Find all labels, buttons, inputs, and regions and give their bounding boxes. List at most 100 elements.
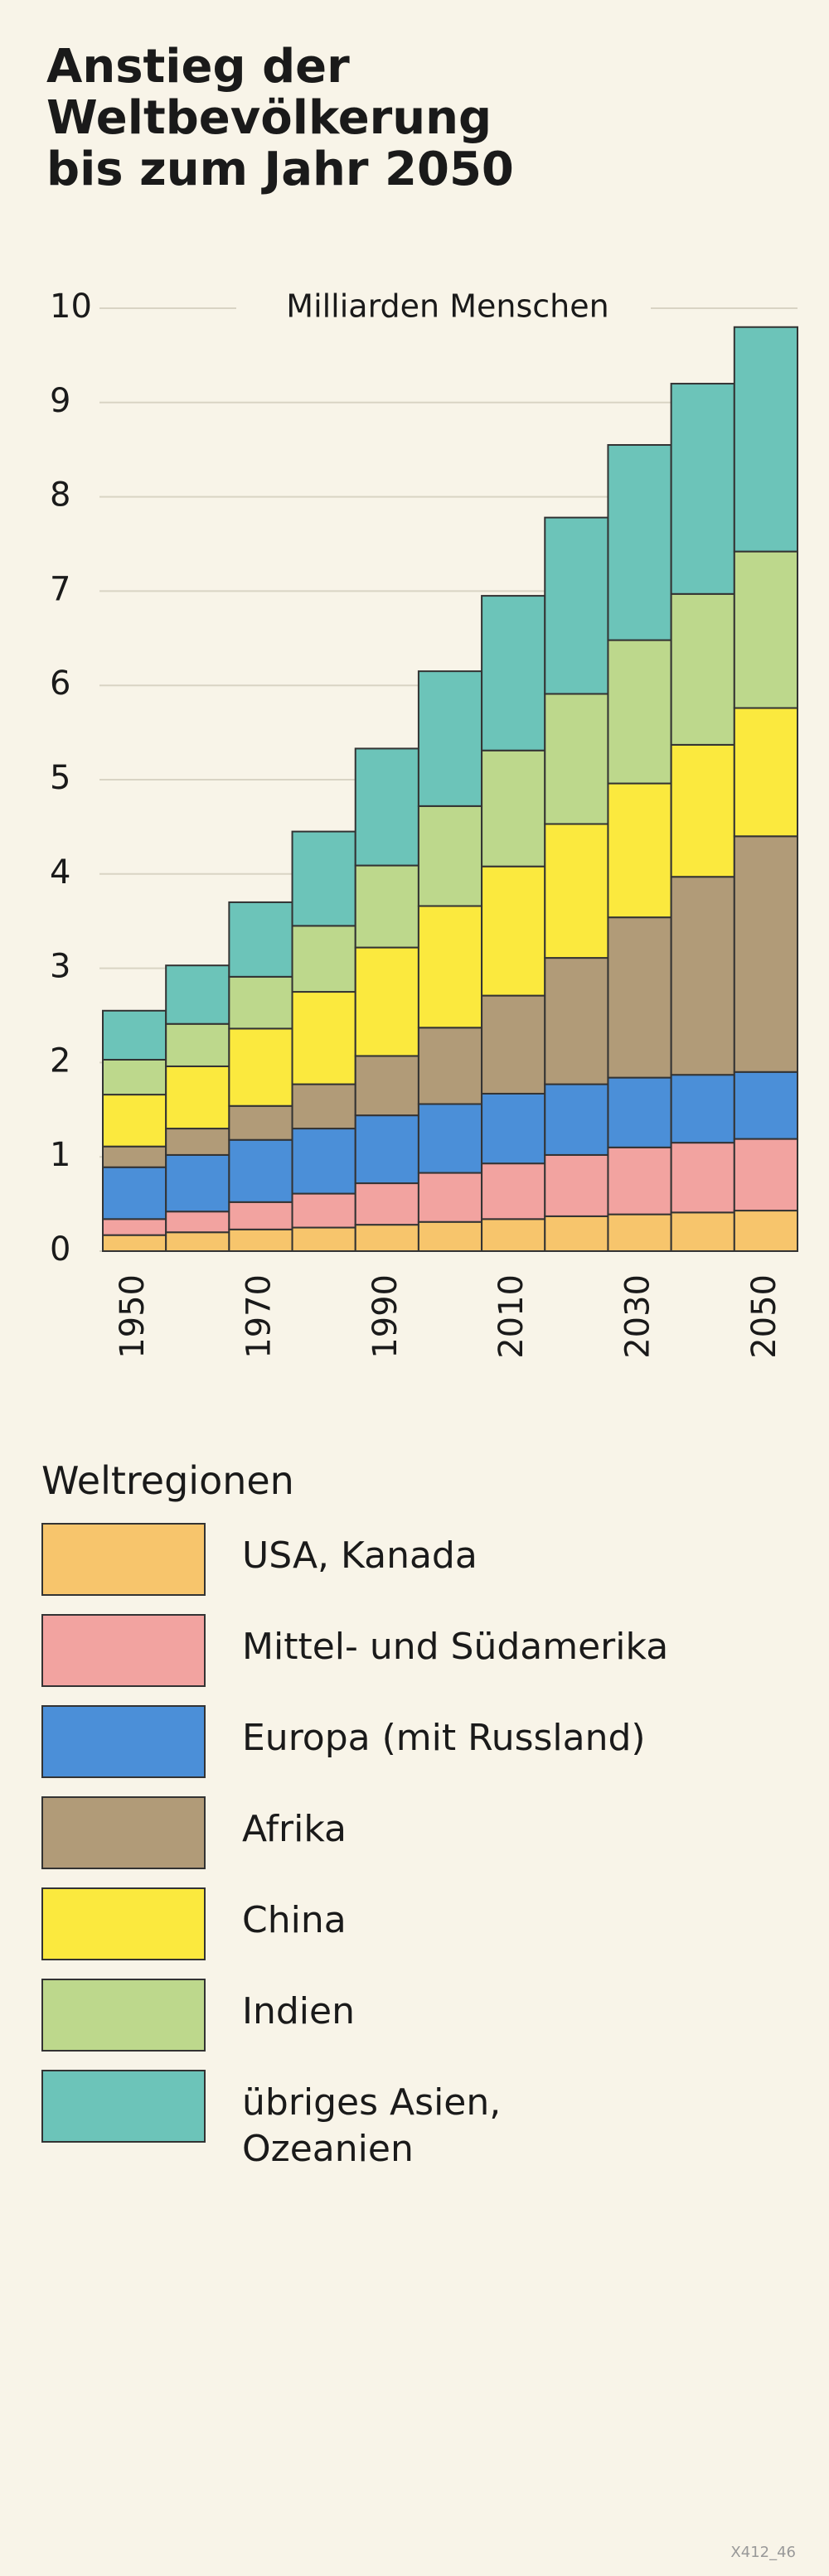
- bar-segment: [733, 835, 798, 1073]
- axis-label-bg: [236, 287, 651, 330]
- bar-segment: [228, 975, 293, 1030]
- bar-segment: [544, 516, 609, 695]
- legend-swatch: [41, 1614, 206, 1687]
- y-tick-label: 7: [50, 570, 70, 608]
- bar-segment: [102, 1218, 167, 1236]
- bar-segment: [165, 964, 230, 1025]
- y-tick-label: 1: [50, 1136, 70, 1174]
- bar-segment: [102, 1094, 167, 1148]
- bar-segment: [291, 1128, 356, 1195]
- y-tick-label: 8: [50, 476, 70, 515]
- legend-item: USA, Kanada: [41, 1523, 804, 1599]
- bar-segment: [607, 1146, 672, 1216]
- x-tick-label: 1970: [240, 1274, 278, 1359]
- bar-segment: [165, 1065, 230, 1130]
- bar-segment: [481, 994, 546, 1095]
- bar-segment: [607, 639, 672, 785]
- bar-segment: [670, 876, 735, 1076]
- legend-label: Indien: [242, 1990, 355, 2032]
- x-tick-label: 2010: [492, 1274, 531, 1359]
- bar-segment: [165, 1231, 230, 1252]
- bar-segment: [354, 864, 419, 949]
- bar-segment: [291, 1226, 356, 1253]
- bar-segment: [733, 1071, 798, 1140]
- bar-segment: [165, 1211, 230, 1234]
- bar-segment: [733, 1210, 798, 1253]
- legend-item: Mittel- und Südamerika: [41, 1614, 804, 1690]
- chart-title: Anstieg der Weltbevölkerung bis zum Jahr…: [46, 40, 514, 196]
- legend: Weltregionen USA, Kanada Mittel- und Süda…: [41, 1458, 804, 2187]
- chart: 0 1 2 3 4 5 6 7 8 9 10 1950 1970 1990 2010 2030 2050 Mill…: [50, 287, 798, 1359]
- bar-segment: [481, 865, 546, 997]
- bar-segment: [228, 1104, 293, 1141]
- legend-swatch: [41, 2070, 206, 2143]
- bar-segment: [670, 1142, 735, 1214]
- bar-segment: [733, 550, 798, 709]
- bar-segment: [417, 1172, 483, 1223]
- legend-swatch: [41, 1979, 206, 2052]
- x-tick-label: 2030: [619, 1274, 657, 1359]
- bar-segment: [354, 946, 419, 1057]
- bar-segment: [481, 749, 546, 868]
- bar-segment: [417, 670, 483, 807]
- bar-segment: [544, 1083, 609, 1156]
- legend-label: China: [242, 1899, 347, 1941]
- legend-item: Afrika: [41, 1796, 804, 1873]
- bar-segment: [670, 743, 735, 878]
- bar-segment: [102, 1009, 167, 1061]
- bar-segment: [291, 1192, 356, 1229]
- bar-segment: [165, 1128, 230, 1156]
- legend-title: Weltregionen: [41, 1458, 294, 1503]
- y-tick-label: 3: [50, 948, 70, 986]
- bar-segment: [228, 901, 293, 978]
- y-tick-label: 6: [50, 665, 70, 703]
- bar-segment: [291, 1083, 356, 1130]
- bar-segment: [733, 1138, 798, 1212]
- bar-segment: [544, 823, 609, 959]
- bar-segment: [354, 747, 419, 867]
- bar-segment: [733, 707, 798, 838]
- bar-segment: [607, 916, 672, 1079]
- bar-segment: [481, 595, 546, 752]
- bar-segment: [354, 1114, 419, 1185]
- bar-segment: [228, 1027, 293, 1107]
- legend-item: Indien: [41, 1979, 804, 2055]
- legend-swatch: [41, 1796, 206, 1869]
- x-tick-label: 2050: [745, 1274, 783, 1359]
- legend-item: Europa (mit Russland): [41, 1705, 804, 1781]
- y-tick-label: 10: [50, 288, 92, 326]
- bar-segment: [417, 1027, 483, 1105]
- bar-segment: [417, 1220, 483, 1253]
- bar-segment: [102, 1058, 167, 1096]
- legend-label: Europa (mit Russland): [242, 1717, 646, 1759]
- axis-label: Milliarden Menschen: [286, 288, 608, 325]
- bar-segment: [228, 1201, 293, 1230]
- y-tick-label: 0: [50, 1230, 70, 1269]
- bar-segment: [481, 1218, 546, 1252]
- bar-segment: [670, 1074, 735, 1144]
- bar-segment: [165, 1153, 230, 1213]
- legend-item: übriges Asien, Ozeanien: [41, 2070, 804, 2172]
- bar-segment: [417, 905, 483, 1029]
- legend-label: Mittel- und Südamerika: [242, 1626, 669, 1668]
- bar-segment: [291, 925, 356, 993]
- bar-segment: [481, 1162, 546, 1220]
- footnote: X412_46: [730, 2544, 796, 2561]
- bar-segment: [291, 830, 356, 927]
- bar-segment: [544, 957, 609, 1085]
- bar-segment: [481, 1092, 546, 1165]
- bar-segment: [607, 1213, 672, 1253]
- bar-segment: [544, 1215, 609, 1253]
- bar-segment: [165, 1022, 230, 1067]
- bar-segment: [607, 1076, 672, 1148]
- bar-segment: [102, 1234, 167, 1253]
- bar-segment: [733, 326, 798, 553]
- x-tick-label: 1990: [366, 1274, 405, 1359]
- bar-segment: [417, 805, 483, 907]
- legend-swatch: [41, 1523, 206, 1596]
- x-tick-label: 1950: [114, 1274, 152, 1359]
- bar-segment: [354, 1182, 419, 1226]
- y-tick-label: 5: [50, 759, 70, 797]
- y-tick-label: 4: [50, 853, 70, 892]
